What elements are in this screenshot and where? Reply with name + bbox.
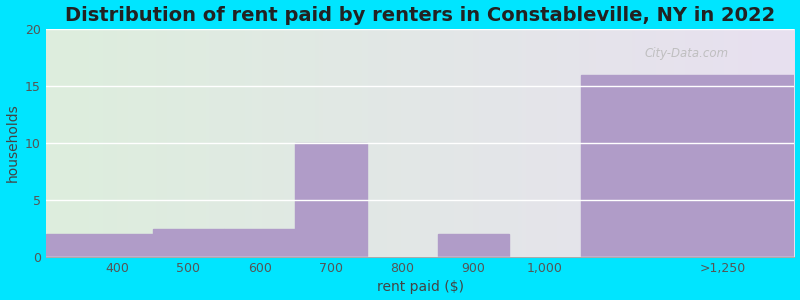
Bar: [153, 229, 224, 257]
Title: Distribution of rent paid by renters in Constableville, NY in 2022: Distribution of rent paid by renters in …: [65, 6, 775, 25]
Text: City-Data.com: City-Data.com: [645, 47, 729, 60]
Bar: [438, 234, 510, 257]
X-axis label: rent paid ($): rent paid ($): [377, 280, 464, 294]
Bar: [224, 229, 295, 257]
Y-axis label: households: households: [6, 103, 19, 182]
Bar: [295, 143, 366, 257]
Bar: [581, 74, 794, 257]
Bar: [46, 234, 153, 257]
